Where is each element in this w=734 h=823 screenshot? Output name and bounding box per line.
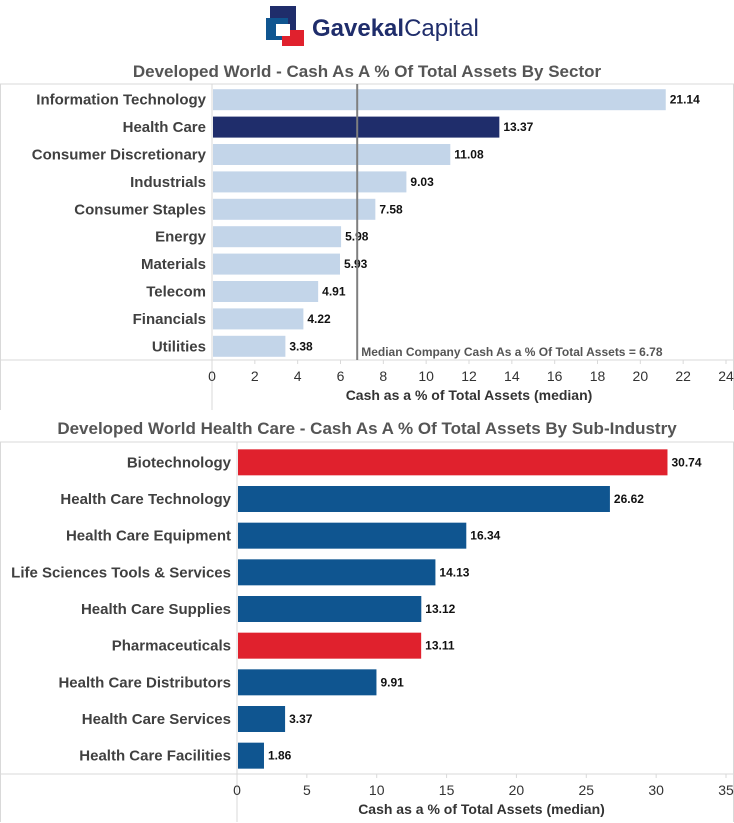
logo-text-capital: Capital bbox=[404, 15, 479, 42]
x-tick-label: 5 bbox=[303, 782, 311, 798]
bar-life-sciences-tools-services bbox=[238, 559, 436, 586]
value-label-pharmaceuticals: 13.11 bbox=[425, 639, 455, 653]
x-axis-title: Cash as a % of Total Assets (median) bbox=[346, 387, 593, 403]
x-tick-label: 12 bbox=[461, 368, 477, 384]
x-tick-label: 10 bbox=[418, 368, 434, 384]
x-tick-label: 22 bbox=[675, 368, 691, 384]
category-label-industrials: Industrials bbox=[130, 174, 206, 191]
category-label-life-sciences-tools-services: Life Sciences Tools & Services bbox=[11, 564, 231, 581]
x-tick-label: 20 bbox=[633, 368, 649, 384]
category-label-health-care-facilities: Health Care Facilities bbox=[79, 748, 231, 765]
value-label-materials: 5.93 bbox=[344, 257, 368, 271]
bar-consumer-staples bbox=[213, 198, 376, 220]
value-label-consumer-discretionary: 11.08 bbox=[454, 148, 484, 162]
category-label-telecom: Telecom bbox=[146, 284, 206, 301]
bar-telecom bbox=[213, 281, 319, 302]
bar-pharmaceuticals bbox=[238, 632, 422, 659]
x-tick-label: 4 bbox=[294, 368, 302, 384]
x-tick-label: 24 bbox=[718, 368, 734, 384]
value-label-financials: 4.22 bbox=[307, 312, 331, 326]
bar-materials bbox=[213, 253, 341, 275]
category-label-health-care-supplies: Health Care Supplies bbox=[81, 601, 231, 618]
x-tick-label: 25 bbox=[578, 782, 594, 798]
bar-consumer-discretionary bbox=[213, 144, 451, 165]
category-label-information-technology: Information Technology bbox=[36, 92, 206, 109]
category-label-health-care-distributors: Health Care Distributors bbox=[58, 674, 231, 691]
x-tick-label: 14 bbox=[504, 368, 520, 384]
value-label-health-care: 13.37 bbox=[503, 120, 533, 134]
value-label-health-care-services: 3.37 bbox=[289, 712, 313, 726]
bar-health-care-distributors bbox=[238, 669, 377, 696]
x-tick-label: 8 bbox=[379, 368, 387, 384]
svg-text:GavekalCapital: GavekalCapital bbox=[312, 15, 479, 42]
value-label-health-care-supplies: 13.12 bbox=[425, 602, 455, 616]
value-label-biotechnology: 30.74 bbox=[671, 455, 701, 469]
value-label-health-care-facilities: 1.86 bbox=[268, 749, 292, 763]
bar-health-care bbox=[213, 116, 500, 138]
x-tick-label: 30 bbox=[648, 782, 664, 798]
bar-energy bbox=[213, 226, 342, 248]
category-label-pharmaceuticals: Pharmaceuticals bbox=[112, 638, 231, 655]
bar-biotechnology bbox=[238, 449, 668, 476]
value-label-telecom: 4.91 bbox=[322, 285, 346, 299]
category-label-consumer-staples: Consumer Staples bbox=[74, 201, 206, 218]
value-label-life-sciences-tools-services: 14.13 bbox=[439, 565, 469, 579]
bar-information-technology bbox=[213, 89, 666, 111]
chart-title: Developed World - Cash As A % Of Total A… bbox=[133, 62, 602, 81]
x-tick-label: 0 bbox=[208, 368, 216, 384]
value-label-utilities: 3.38 bbox=[289, 339, 313, 353]
value-label-health-care-equipment: 16.34 bbox=[470, 529, 500, 543]
bar-health-care-technology bbox=[238, 486, 610, 512]
value-label-health-care-technology: 26.62 bbox=[614, 492, 644, 506]
x-tick-label: 2 bbox=[251, 368, 259, 384]
bar-industrials bbox=[213, 171, 407, 193]
x-axis-title: Cash as a % of Total Assets (median) bbox=[358, 801, 605, 817]
category-label-health-care: Health Care bbox=[123, 119, 206, 136]
category-label-health-care-equipment: Health Care Equipment bbox=[66, 528, 231, 545]
bar-health-care-services bbox=[238, 706, 286, 732]
category-label-health-care-technology: Health Care Technology bbox=[60, 491, 231, 508]
value-label-consumer-staples: 7.58 bbox=[379, 202, 403, 216]
x-tick-label: 6 bbox=[337, 368, 345, 384]
x-tick-label: 0 bbox=[233, 782, 241, 798]
category-label-energy: Energy bbox=[155, 229, 207, 246]
value-label-industrials: 9.03 bbox=[410, 175, 434, 189]
category-label-health-care-services: Health Care Services bbox=[82, 711, 231, 728]
logo-square-white bbox=[276, 24, 290, 36]
x-tick-label: 15 bbox=[439, 782, 455, 798]
bar-utilities bbox=[213, 335, 286, 357]
bar-health-care-facilities bbox=[238, 742, 264, 769]
logo-text-gavekal: Gavekal bbox=[312, 15, 404, 42]
x-tick-label: 16 bbox=[547, 368, 563, 384]
category-label-materials: Materials bbox=[141, 256, 206, 273]
category-label-biotechnology: Biotechnology bbox=[127, 454, 232, 471]
chart-title: Developed World Health Care - Cash As A … bbox=[57, 419, 677, 438]
x-tick-label: 18 bbox=[590, 368, 606, 384]
bar-financials bbox=[213, 308, 304, 330]
sub-industry-chart: Developed World Health Care - Cash As A … bbox=[0, 419, 734, 822]
category-label-utilities: Utilities bbox=[152, 338, 206, 355]
gavekal-capital-logo: GavekalCapital bbox=[266, 6, 479, 46]
bar-health-care-supplies bbox=[238, 596, 422, 622]
value-label-information-technology: 21.14 bbox=[670, 93, 700, 107]
category-label-financials: Financials bbox=[133, 311, 206, 328]
x-tick-label: 20 bbox=[509, 782, 525, 798]
median-reference-label: Median Company Cash As a % Of Total Asse… bbox=[361, 345, 663, 359]
value-label-health-care-distributors: 9.91 bbox=[380, 675, 404, 689]
x-tick-label: 10 bbox=[369, 782, 385, 798]
category-label-consumer-discretionary: Consumer Discretionary bbox=[32, 147, 207, 164]
x-tick-label: 35 bbox=[718, 782, 734, 798]
bar-health-care-equipment bbox=[238, 522, 467, 549]
sector-chart: Developed World - Cash As A % Of Total A… bbox=[0, 62, 734, 410]
